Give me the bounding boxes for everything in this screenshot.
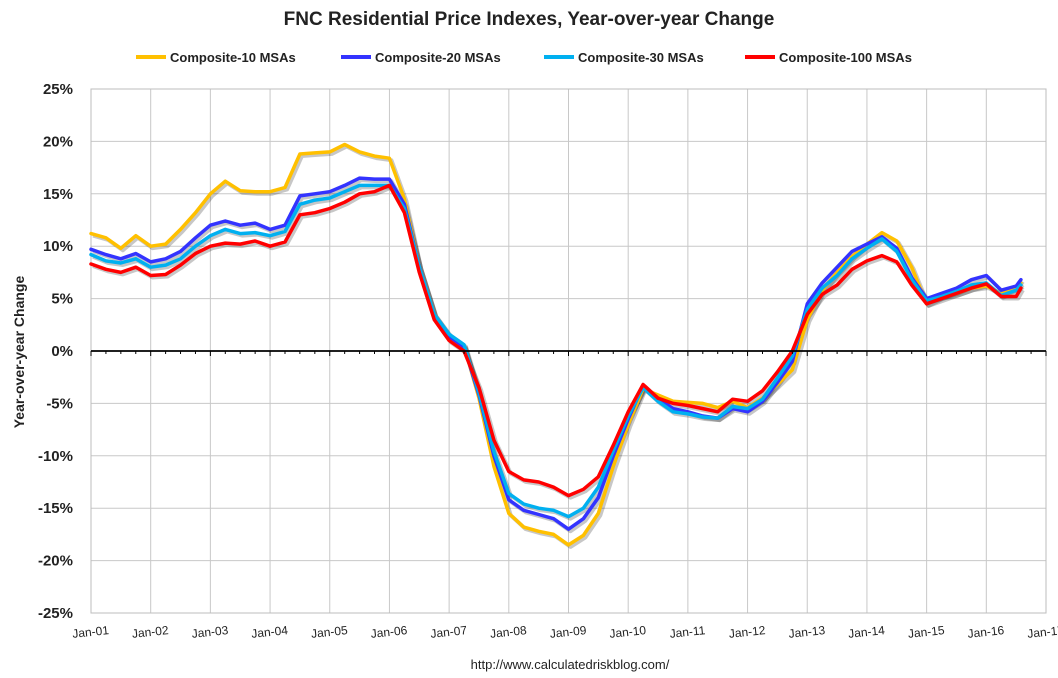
legend-label: Composite-10 MSAs bbox=[170, 50, 296, 65]
x-tick-label: Jan-15 bbox=[907, 623, 945, 641]
x-tick-label: Jan-14 bbox=[848, 623, 886, 641]
series-line-composite-20-msas bbox=[89, 176, 1023, 531]
y-tick-label: -5% bbox=[46, 395, 73, 412]
x-tick-label: Jan-02 bbox=[131, 623, 169, 641]
x-tick-label: Jan-05 bbox=[310, 623, 348, 641]
legend-label: Composite-30 MSAs bbox=[578, 50, 704, 65]
x-tick-label: Jan-09 bbox=[549, 623, 587, 641]
legend-item-composite-20-msas: Composite-20 MSAs bbox=[341, 50, 501, 65]
y-axis-ticks: 25% 20% 15% 10% 5% 0% -5% -10% -15% -20% -25% bbox=[38, 81, 73, 622]
y-tick-label: 5% bbox=[51, 291, 73, 308]
legend-label: Composite-100 MSAs bbox=[779, 50, 912, 65]
x-tick-label: Jan-01 bbox=[72, 623, 110, 641]
y-tick-label: -25% bbox=[38, 605, 73, 622]
x-tick-label: Jan-16 bbox=[967, 623, 1005, 641]
series-line-composite-30-msas bbox=[89, 183, 1023, 519]
y-tick-label: -15% bbox=[38, 500, 73, 517]
series-line-composite-100-msas bbox=[89, 183, 1023, 498]
source-url: http://www.calculatedriskblog.com/ bbox=[471, 657, 670, 672]
x-tick-label: Jan-03 bbox=[191, 623, 229, 641]
y-tick-label: -20% bbox=[38, 553, 73, 570]
y-tick-label: -10% bbox=[38, 448, 73, 465]
x-tick-label: Jan-04 bbox=[251, 623, 289, 641]
x-tick-label: Jan-10 bbox=[609, 623, 647, 641]
x-tick-label: Jan-06 bbox=[370, 623, 408, 641]
zero-axis bbox=[90, 350, 1047, 356]
chart-title: FNC Residential Price Indexes, Year-over… bbox=[284, 9, 775, 30]
series-line-composite-10-msas bbox=[89, 142, 1023, 547]
x-tick-label: Jan-13 bbox=[788, 623, 826, 641]
legend-item-composite-100-msas: Composite-100 MSAs bbox=[745, 50, 912, 65]
legend: Composite-10 MSAs Composite-20 MSAs Compos… bbox=[136, 50, 912, 65]
legend-item-composite-10-msas: Composite-10 MSAs bbox=[136, 50, 296, 65]
x-tick-label: Jan-08 bbox=[489, 623, 527, 641]
y-tick-label: 0% bbox=[51, 343, 73, 360]
y-tick-label: 10% bbox=[43, 238, 73, 255]
x-tick-label: Jan-12 bbox=[728, 623, 766, 641]
y-tick-label: 15% bbox=[43, 186, 73, 203]
x-axis-ticks: Jan-01 Jan-02 Jan-03 Jan-04 Jan-05 Jan-06 Jan-… bbox=[72, 623, 1058, 641]
y-tick-label: 20% bbox=[43, 133, 73, 150]
x-tick-label: Jan-11 bbox=[669, 623, 706, 641]
x-tick-label: Jan-07 bbox=[430, 623, 468, 641]
x-tick-label: Jan-17 bbox=[1027, 623, 1058, 641]
legend-item-composite-30-msas: Composite-30 MSAs bbox=[544, 50, 704, 65]
y-tick-label: 25% bbox=[43, 81, 73, 98]
legend-label: Composite-20 MSAs bbox=[375, 50, 501, 65]
series-group bbox=[89, 142, 1025, 549]
y-axis-label: Year-over-year Change bbox=[11, 276, 27, 429]
